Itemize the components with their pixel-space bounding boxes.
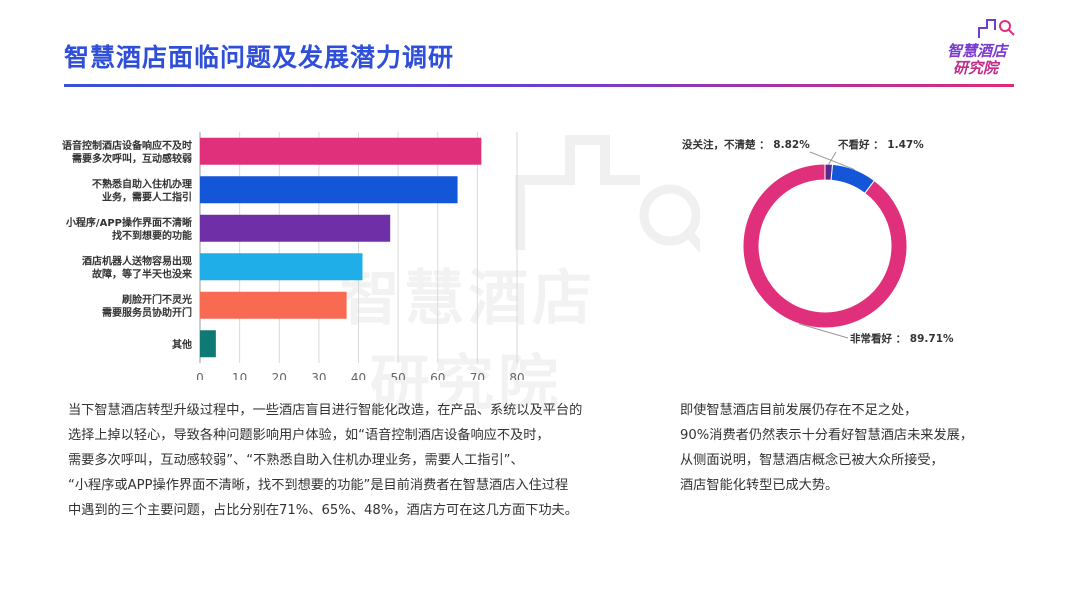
- slice-label: 没关注，不清楚 ： 8.82%: [682, 138, 810, 151]
- bar: [200, 291, 347, 319]
- logo-building-icon: [978, 19, 1015, 38]
- page-title: 智慧酒店面临问题及发展潜力调研: [64, 43, 455, 72]
- category-label: 其他: [172, 338, 192, 351]
- bar: [200, 214, 391, 242]
- x-tick-label: 0: [196, 371, 204, 380]
- category-label: 刷脸开门不灵光: [122, 293, 192, 306]
- x-tick-label: 20: [272, 371, 287, 380]
- title-underline: [64, 84, 1014, 87]
- x-tick-label: 50: [390, 371, 405, 380]
- x-tick-label: 60: [430, 371, 445, 380]
- category-label: 需要服务员协助开门: [102, 306, 192, 319]
- category-label: 不熟悉自助入住机办理: [92, 177, 192, 190]
- x-tick-label: 30: [311, 371, 326, 380]
- watermark-building-icon: [515, 135, 700, 254]
- logo-line1: 智慧酒店: [947, 42, 1008, 60]
- donut-chart: 没关注，不清楚 ： 8.82% 不看好 ： 1.47% 非常看好 ： 89.71%: [682, 138, 954, 345]
- x-tick-label: 70: [470, 371, 485, 380]
- watermark: 智慧酒店 研究院: [340, 120, 700, 420]
- right-paragraph: 即使智慧酒店目前发展仍存在不足之处， 90%消费者仍然表示十分看好智慧酒店未来发…: [680, 403, 974, 493]
- leader-line: [828, 151, 837, 165]
- left-paragraph: 当下智慧酒店转型升级过程中，一些酒店盲目进行智能化改造，在产品、系统以及平台的 …: [68, 403, 583, 518]
- category-label: 故障，等了半天也没来: [92, 267, 193, 280]
- category-label: 业务，需要人工指引: [102, 190, 192, 203]
- x-tick-label: 80: [509, 371, 524, 380]
- slice-label: 非常看好 ： 89.71%: [850, 332, 954, 345]
- leader-line: [798, 323, 849, 339]
- bar: [200, 137, 482, 165]
- watermark-line2: 研究院: [370, 349, 562, 419]
- bar: [200, 176, 458, 204]
- category-label: 找不到想要的功能: [112, 229, 192, 242]
- category-label: 小程序/APP操作界面不清晰: [65, 216, 192, 229]
- bar: [200, 330, 216, 358]
- donut-slice: [742, 163, 908, 329]
- x-tick-label: 40: [351, 371, 366, 380]
- logo-line2: 研究院: [953, 59, 999, 77]
- category-label: 酒店机器人送物容易出现: [82, 254, 192, 267]
- watermark-line1: 智慧酒店: [340, 264, 596, 334]
- brand-logo: 智慧酒店 研究院: [945, 16, 1025, 77]
- x-tick-label: 10: [232, 371, 247, 380]
- category-label: 需要多次呼叫，互动感较弱: [72, 152, 192, 165]
- slice-label: 不看好 ： 1.47%: [838, 138, 924, 151]
- leader-line: [809, 151, 855, 170]
- bar: [200, 253, 363, 281]
- category-label: 语音控制酒店设备响应不及时: [62, 139, 192, 152]
- bar-chart: 0 10 20 30 40 50 60 70 80 语音控制酒店设备响应不及时需要多次呼叫，互动感…: [62, 132, 525, 380]
